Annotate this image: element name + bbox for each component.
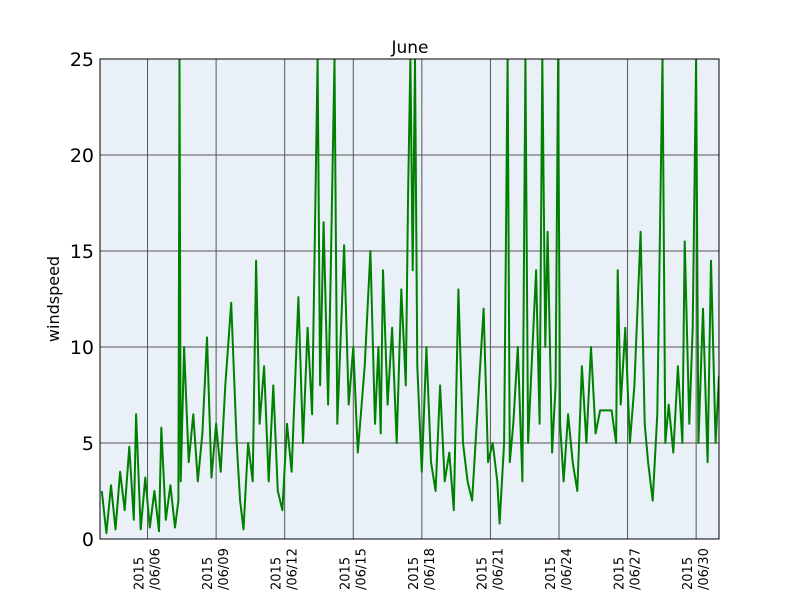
- x-tick-label: 2015/06/18: [407, 548, 438, 590]
- x-tick-label: 2015/06/15: [338, 548, 369, 590]
- y-tick-label: 15: [70, 241, 94, 263]
- x-tick-label: 2015/06/27: [613, 548, 644, 590]
- y-tick-label: 5: [82, 433, 94, 455]
- data-line: [100, 59, 719, 535]
- y-tick-label: 20: [70, 145, 94, 167]
- x-tick-label: 2015/06/06: [133, 548, 164, 590]
- x-tick-label: 2015/06/12: [270, 548, 301, 590]
- chart-title: June: [390, 38, 428, 58]
- y-tick-label: 0: [82, 529, 94, 551]
- y-tick-label: 10: [70, 337, 94, 359]
- x-tick-label: 2015/06/24: [544, 548, 575, 590]
- x-tick-label: 2015/06/30: [681, 548, 712, 590]
- x-tick-label: 2015/06/09: [201, 548, 232, 590]
- plot-frame: [99, 58, 720, 540]
- x-tick-label: 2015/06/21: [475, 548, 506, 590]
- y-tick-label: 25: [70, 49, 94, 71]
- y-axis-label: windspeed: [44, 256, 63, 342]
